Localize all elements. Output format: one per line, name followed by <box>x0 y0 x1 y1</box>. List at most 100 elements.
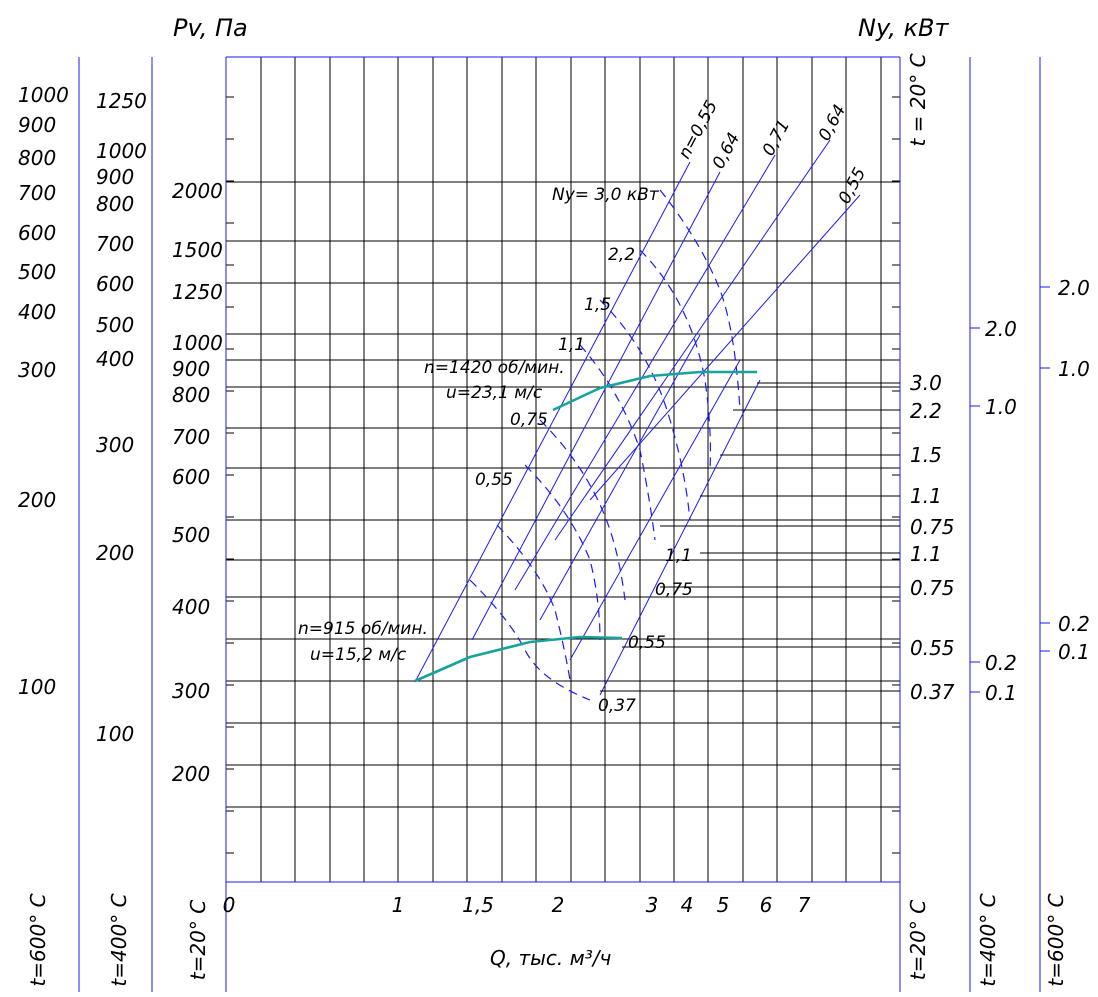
power-tick-label-400: 1.0 <box>985 395 1017 419</box>
efficiency-label: 0,55 <box>835 165 870 208</box>
power-curve-label: 0,75 <box>510 410 548 430</box>
efficiency-line <box>589 194 861 501</box>
temperature-label: t=600° С <box>1044 893 1068 986</box>
efficiency-line <box>599 379 761 696</box>
left-axis-title: Pv, Па <box>173 14 248 42</box>
power-tick-label-20: 2.2 <box>910 399 942 423</box>
pressure-tick-label-600: 800 <box>18 146 56 170</box>
efficiency-lines <box>414 139 861 696</box>
power-tick-label-600: 2.0 <box>1058 276 1090 300</box>
pressure-tick-label-400: 900 <box>96 165 134 189</box>
power-tick-label-20: 1.1 <box>910 484 942 508</box>
efficiency-line <box>471 171 721 641</box>
power-tick-label-20: 1.1 <box>910 542 942 566</box>
x-tick-label: 2 <box>552 893 565 917</box>
pressure-tick-label-400: 400 <box>96 347 134 371</box>
pressure-tick-label-600: 200 <box>18 488 56 512</box>
power-dashed-curve <box>496 524 571 681</box>
power-tick-label-400: 0.2 <box>985 651 1017 675</box>
pressure-tick-label-20: 1000 <box>172 331 223 355</box>
pressure-tick-label-600: 900 <box>18 113 56 137</box>
power-lines <box>469 189 900 701</box>
power-curve-label: 0,55 <box>475 470 513 490</box>
axis-lines <box>78 56 1050 992</box>
pressure-tick-label-600: 300 <box>18 358 56 382</box>
pressure-tick-label-20: 2000 <box>172 179 223 203</box>
power-dashed-curve <box>579 344 656 541</box>
x-tick-label: 3 <box>646 893 659 917</box>
x-tick-label: 6 <box>760 893 773 917</box>
pressure-tick-label-400: 500 <box>96 313 134 337</box>
pressure-tick-label-400: 1000 <box>96 139 147 163</box>
pressure-tick-label-400: 1250 <box>96 89 147 113</box>
performance-curve <box>414 635 623 683</box>
x-tick-label: 5 <box>717 893 730 917</box>
pressure-tick-label-20: 800 <box>172 383 210 407</box>
pressure-tick-label-600: 700 <box>18 181 56 205</box>
power-dashed-curve <box>599 299 691 521</box>
temperature-label: t=600° С <box>26 893 50 986</box>
power-tick-label-400: 0.1 <box>985 681 1017 705</box>
pressure-tick-label-400: 100 <box>96 722 134 746</box>
power-curve-label: 1,5 <box>584 295 611 315</box>
x-tick-label: 1,5 <box>462 893 494 917</box>
right-axis-title: Ny, кВт <box>858 14 950 42</box>
efficiency-label: 0,64 <box>709 130 744 173</box>
power-dashed-curve <box>639 249 712 471</box>
x-tick-label: 7 <box>798 893 811 917</box>
pressure-tick-label-20: 1500 <box>172 238 223 262</box>
power-dashed-curve <box>539 419 626 601</box>
pressure-tick-label-600: 1000 <box>18 83 69 107</box>
x-tick-label: 4 <box>681 893 694 917</box>
pressure-tick-label-20: 500 <box>172 523 210 547</box>
pressure-tick-label-20: 700 <box>172 425 210 449</box>
efficiency-line <box>514 154 776 591</box>
power-curve-label: Ny= 3,0 кВт <box>552 185 660 205</box>
x-tick-label: 1 <box>392 893 405 917</box>
power-curve-label: 1,1 <box>665 546 692 566</box>
performance-curves <box>414 370 757 683</box>
power-tick-label-600: 1.0 <box>1058 357 1090 381</box>
pressure-tick-label-20: 1250 <box>172 280 223 304</box>
grid <box>226 57 900 882</box>
temperature-label: t=400° С <box>976 893 1000 986</box>
labels: 0 1 1,5 2 3 4 5 6 720030040050060070080090010001… <box>18 53 1090 986</box>
pressure-tick-label-400: 300 <box>96 433 134 457</box>
pressure-tick-label-400: 200 <box>96 541 134 565</box>
power-dashed-curve <box>524 464 601 641</box>
power-tick-label-20: 0.75 <box>910 515 955 539</box>
series-label-915-velocity: u=15,2 м/с <box>310 645 407 665</box>
pressure-tick-label-600: 600 <box>18 221 56 245</box>
pressure-tick-label-400: 600 <box>96 272 134 296</box>
power-curve-label: 2,2 <box>608 245 635 265</box>
efficiency-line <box>414 161 691 683</box>
power-tick-label-20: 0.75 <box>910 576 955 600</box>
efficiency-line <box>539 334 701 621</box>
power-curve-label: 0,37 <box>598 696 636 716</box>
pressure-tick-label-20: 900 <box>172 357 210 381</box>
efficiency-line <box>554 139 831 541</box>
pressure-tick-label-20: 400 <box>172 595 210 619</box>
x-axis-title: Q, тыс. м³/ч <box>490 946 611 970</box>
power-tick-label-20: 0.55 <box>910 636 955 660</box>
power-tick-label-600: 0.1 <box>1058 640 1090 664</box>
pressure-tick-label-600: 100 <box>18 675 56 699</box>
series-label-1420-speed: n=1420 об/мин. <box>424 358 565 378</box>
series-label-1420-velocity: u=23,1 м/с <box>446 383 543 403</box>
power-tick-label-20: 3.0 <box>910 371 942 395</box>
power-tick-label-20: 0.37 <box>910 680 955 704</box>
power-curve-label: 0,55 <box>628 633 666 653</box>
efficiency-line <box>569 359 741 661</box>
pressure-tick-label-20: 600 <box>172 465 210 489</box>
series-label-915-speed: n=915 об/мин. <box>298 619 428 639</box>
pressure-tick-label-400: 800 <box>96 192 134 216</box>
pressure-tick-label-600: 500 <box>18 260 56 284</box>
power-dashed-curve <box>469 579 591 701</box>
efficiency-label: 0,71 <box>759 117 794 160</box>
power-tick-label-20: 1.5 <box>910 443 942 467</box>
pressure-tick-label-400: 700 <box>96 232 134 256</box>
temperature-label: t=20° С <box>906 900 930 980</box>
temperature-label: t = 20° С <box>906 53 930 146</box>
pressure-tick-label-600: 400 <box>18 300 56 324</box>
